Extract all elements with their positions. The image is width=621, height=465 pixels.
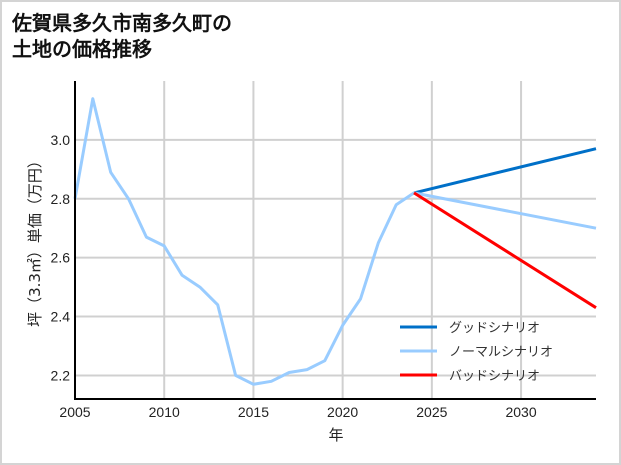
chart-title: 佐賀県多久市南多久町の 土地の価格推移 bbox=[12, 10, 232, 62]
y-tick-label: 2.6 bbox=[51, 250, 71, 266]
x-tick-label: 2020 bbox=[327, 404, 358, 420]
chart-title-line1: 佐賀県多久市南多久町の bbox=[12, 11, 232, 35]
x-axis-label: 年 bbox=[328, 426, 343, 444]
tick-labels: 2005 2010 2015 2020 2025 2030 2.2 2.4 2.6 2.8 3.0 bbox=[51, 132, 537, 420]
legend-label: バッドシナリオ bbox=[449, 369, 540, 384]
x-tick-label: 2025 bbox=[416, 404, 447, 420]
y-tick-label: 2.8 bbox=[51, 191, 71, 207]
x-tick-label: 2005 bbox=[59, 404, 90, 420]
y-tick-label: 3.0 bbox=[51, 132, 71, 148]
y-tick-label: 2.4 bbox=[51, 309, 71, 325]
legend-label: グッドシナリオ bbox=[449, 321, 540, 336]
y-axis-label: 坪（3.3㎡）単価（万円） bbox=[26, 153, 44, 327]
legend-label: ノーマルシナリオ bbox=[449, 345, 553, 360]
series-line bbox=[413, 147, 597, 195]
x-tick-label: 2030 bbox=[505, 404, 536, 420]
x-tick-label: 2010 bbox=[149, 404, 180, 420]
x-tick-label: 2015 bbox=[238, 404, 269, 420]
axes bbox=[74, 81, 596, 400]
series-line bbox=[73, 97, 415, 386]
series-line bbox=[413, 191, 597, 309]
chart-title-line2: 土地の価格推移 bbox=[12, 37, 152, 61]
series-line bbox=[413, 191, 597, 230]
plot-series bbox=[73, 97, 597, 386]
y-tick-label: 2.2 bbox=[51, 367, 71, 383]
grid-lines bbox=[75, 81, 596, 399]
